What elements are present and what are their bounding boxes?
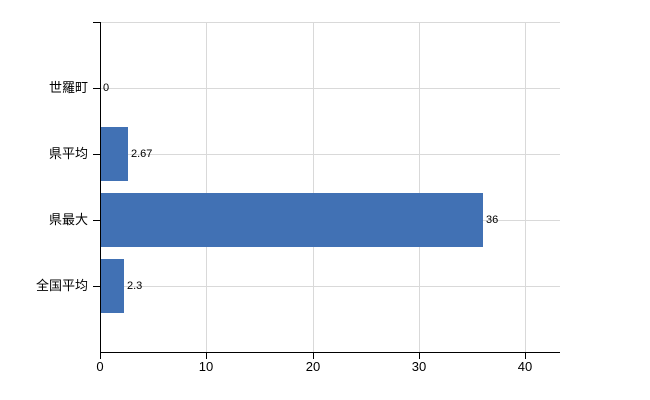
category-tick — [93, 154, 100, 155]
x-axis-tick-label: 20 — [305, 359, 321, 374]
horizontal-gridline — [100, 22, 560, 23]
category-label-世羅町: 世羅町 — [48, 80, 88, 95]
category-label-県最大: 県最大 — [48, 212, 88, 227]
bar-value-label: 2.3 — [127, 280, 143, 292]
category-label-県平均: 県平均 — [48, 146, 88, 161]
category-tick — [93, 286, 100, 287]
x-axis-tick-label: 40 — [517, 359, 533, 374]
horizontal-gridline — [100, 154, 560, 155]
bar-全国平均 — [100, 259, 124, 313]
x-axis-tick — [313, 353, 314, 359]
horizontal-gridline — [100, 88, 560, 89]
x-axis-line — [100, 352, 560, 353]
plot-area: 0 2.67 36 2.3 — [100, 22, 560, 352]
bar-value-label: 0 — [103, 82, 110, 94]
vertical-gridline — [206, 22, 207, 352]
x-axis-tick-label: 30 — [411, 359, 427, 374]
category-tick — [93, 220, 100, 221]
bar-県最大 — [100, 193, 483, 247]
category-label-全国平均: 全国平均 — [35, 278, 88, 293]
horizontal-gridline — [100, 286, 560, 287]
vertical-gridline — [419, 22, 420, 352]
category-tick — [93, 88, 100, 89]
vertical-gridline — [313, 22, 314, 352]
x-axis-tick — [206, 353, 207, 359]
x-axis-tick-label: 10 — [198, 359, 214, 374]
x-axis-tick-label: 0 — [96, 359, 104, 374]
category-axis-top-tick — [93, 22, 100, 23]
x-axis-tick — [525, 353, 526, 359]
bar-value-label: 36 — [486, 214, 499, 226]
vertical-gridline — [525, 22, 526, 352]
bar-県平均 — [100, 127, 128, 181]
x-axis-tick — [419, 353, 420, 359]
x-axis-tick — [100, 353, 101, 359]
bar-value-label: 2.67 — [131, 148, 153, 160]
y-axis-line — [100, 22, 101, 352]
